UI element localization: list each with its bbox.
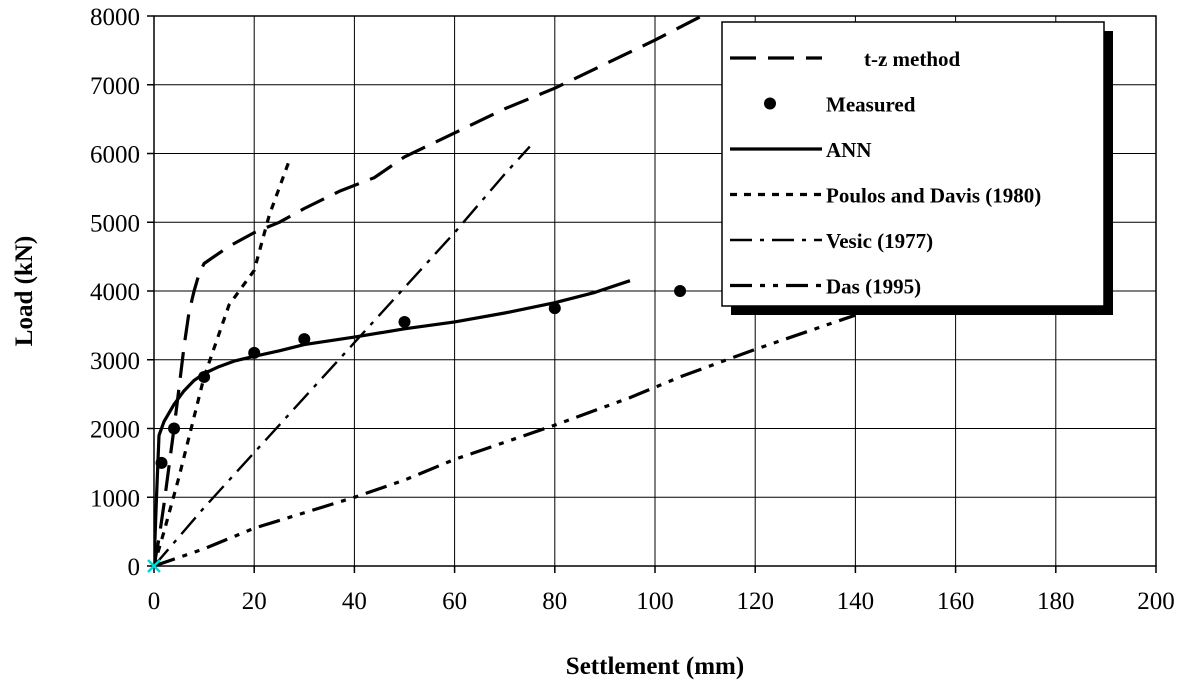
origin-marker [147,559,161,573]
legend-swatch [764,97,776,110]
y-tick-label: 7000 [90,73,140,100]
x-tick-label: 40 [342,588,367,615]
measured-point [674,285,687,297]
x-axis-title: Settlement (mm) [566,653,744,680]
x-tick-label: 100 [636,588,674,615]
measured-point [548,302,561,315]
y-tick-label: 5000 [90,210,140,237]
legend-label: Poulos and Davis (1980) [826,184,1041,208]
origin-x-marker [147,559,161,573]
y-tick-label: 0 [128,554,141,581]
x-tick-label: 200 [1137,588,1175,615]
x-tick-label: 60 [442,588,467,615]
y-tick-label: 8000 [90,4,140,31]
series-line-4 [154,159,291,567]
series-line-1 [154,14,710,567]
legend-label: t-z method [864,47,961,71]
legend-label: Das (1995) [826,275,921,299]
measured-point [168,422,181,435]
y-tick-label: 6000 [90,142,140,169]
x-tick-labels: 0 20 40 60 80 100 120 140 160 180 200 [148,566,1175,615]
legend-label: ANN [826,138,872,162]
y-tick-label: 1000 [90,485,140,512]
legend: t-z method Measured ANN Poulos and Davis (1… [721,21,1113,315]
y-tick-label: 3000 [90,348,140,375]
series-line-3 [154,279,631,567]
x-tick-label: 20 [242,588,267,615]
y-tick-label: 2000 [90,417,140,444]
measured-point [298,333,311,346]
measured-point [398,315,411,328]
legend-box [721,21,1105,307]
y-axis-title: Load (kN) [11,236,38,346]
y-tick-labels: 0 1000 2000 3000 4000 5000 6000 7000 8000 [90,4,154,581]
series-line-6 [154,313,856,568]
series-layer [154,14,856,568]
x-tick-label: 0 [148,588,161,615]
series-line-5 [154,145,531,567]
y-tick-label: 4000 [90,279,140,306]
x-tick-label: 160 [937,588,975,615]
legend-label: Vesic (1977) [826,229,933,253]
x-tick-label: 80 [542,588,567,615]
legend-label: Measured [826,93,916,117]
x-tick-label: 120 [736,588,774,615]
x-tick-label: 180 [1037,588,1075,615]
x-tick-label: 140 [837,588,875,615]
